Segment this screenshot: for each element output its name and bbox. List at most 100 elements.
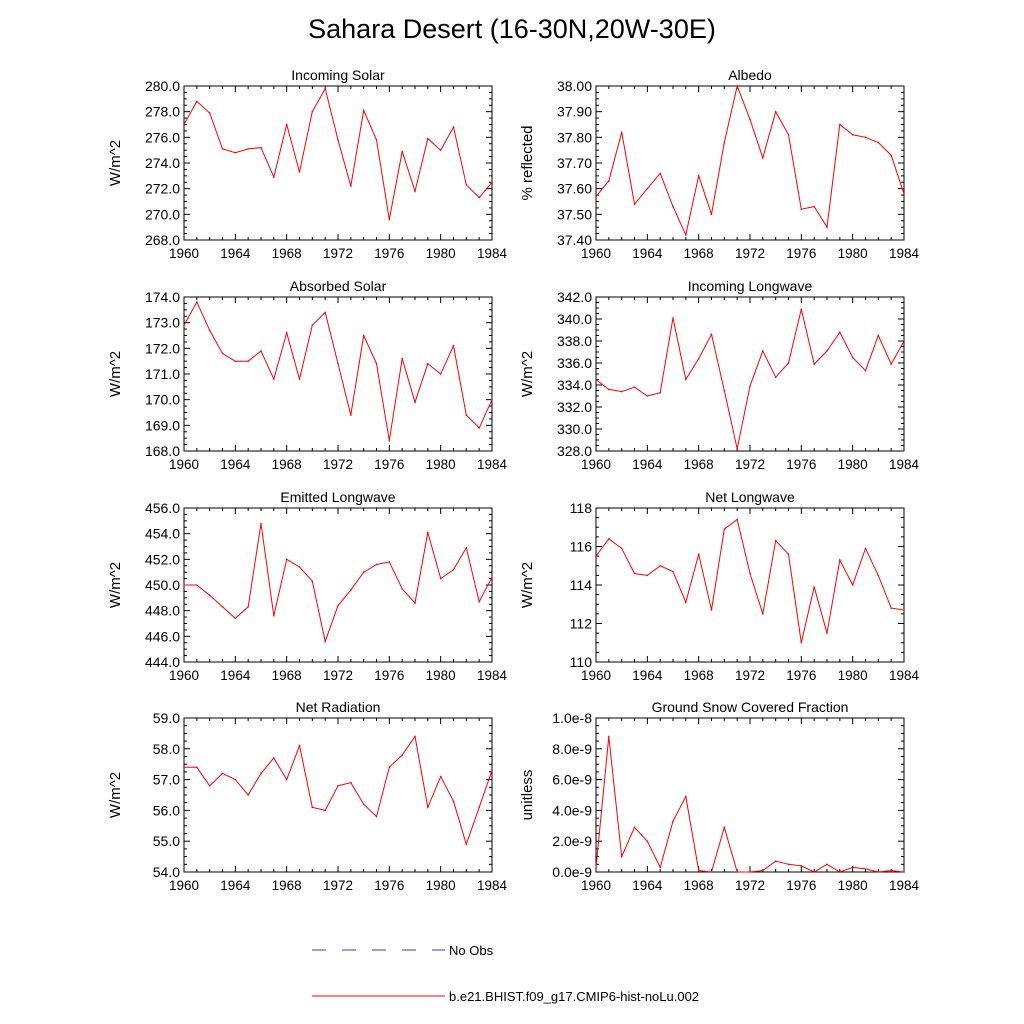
panel-incoming-longwave: Incoming Longwave W/m^2 1960 1964 1968 1972 19… [519, 278, 920, 472]
data-point [324, 87, 326, 90]
data-point [196, 100, 198, 103]
data-point [350, 185, 352, 187]
data-point [362, 571, 365, 573]
data-point [749, 871, 751, 873]
data-point [646, 840, 649, 842]
data-point [311, 324, 314, 327]
data-point [672, 317, 674, 319]
x-tick-label: 1972 [323, 878, 353, 893]
data-point [491, 398, 493, 401]
y-tick-label: 448.0 [145, 603, 180, 619]
y-tick-label: 6.0e-9 [552, 772, 592, 788]
panel-title: Incoming Longwave [688, 278, 813, 294]
data-point [196, 584, 198, 586]
y-axis-label: unitless [519, 770, 536, 821]
y-tick-label: 336.0 [557, 355, 592, 371]
data-point [697, 869, 700, 872]
x-tick-label: 1980 [426, 878, 456, 893]
data-point [234, 617, 237, 620]
y-tick-label: 37.60 [557, 181, 592, 197]
data-point [595, 378, 597, 381]
data-point [723, 141, 726, 144]
data-point [851, 133, 854, 136]
panel-ground-snow-covered-fraction: Ground Snow Covered Fraction unitless 1960… [519, 699, 920, 893]
y-tick-label: 118 [570, 500, 593, 516]
x-tick-label: 1984 [889, 878, 920, 893]
data-point [247, 606, 249, 608]
data-point [298, 744, 301, 747]
data-point [723, 389, 726, 392]
data-point [260, 350, 262, 352]
plot-frame [595, 717, 905, 873]
data-point [787, 863, 790, 866]
panel-title: Emitted Longwave [280, 489, 395, 505]
data-point [672, 820, 674, 822]
data-point [646, 187, 649, 190]
data-point [478, 196, 480, 199]
data-point [890, 363, 892, 365]
data-point [890, 869, 892, 872]
data-point [646, 574, 649, 577]
data-point [787, 362, 790, 364]
y-tick-label: 280.0 [145, 78, 180, 94]
data-point [659, 172, 661, 175]
x-tick-label: 1968 [272, 246, 302, 261]
data-point [208, 594, 211, 597]
x-tick-label: 1960 [169, 668, 199, 683]
data-point [208, 784, 211, 787]
data-point [273, 176, 275, 178]
data-point [633, 203, 636, 205]
y-tick-label: 454.0 [145, 526, 180, 542]
plot-frame [183, 85, 493, 241]
data-point [633, 386, 636, 389]
data-point [196, 301, 198, 303]
data-point [800, 208, 803, 210]
data-point [324, 311, 326, 314]
y-tick-label: 110 [570, 654, 593, 670]
data-point [298, 378, 301, 380]
data-point [491, 181, 493, 184]
data-point [324, 809, 326, 812]
data-point [697, 553, 700, 555]
data-point [608, 538, 610, 540]
data-point [414, 401, 416, 404]
data-point [620, 855, 623, 858]
x-tick-label: 1960 [581, 878, 611, 893]
data-point [723, 528, 726, 530]
x-tick-label: 1968 [684, 246, 714, 261]
data-point [685, 601, 687, 604]
data-point [864, 547, 867, 550]
y-tick-label: 452.0 [145, 551, 180, 567]
data-point [710, 213, 713, 216]
y-tick-label: 270.0 [145, 206, 180, 222]
plot-frame [183, 717, 493, 873]
x-tick-label: 1980 [838, 246, 868, 261]
data-point [903, 340, 905, 342]
data-point [465, 546, 468, 549]
panel-title: Absorbed Solar [290, 278, 387, 294]
data-point [491, 769, 493, 772]
y-tick-label: 330.0 [557, 421, 592, 437]
data-point [762, 157, 764, 159]
data-point [851, 866, 854, 869]
x-tick-label: 1964 [632, 457, 663, 472]
x-tick-label: 1960 [169, 246, 199, 261]
data-point [285, 778, 288, 781]
data-point [362, 334, 365, 337]
data-point [247, 148, 249, 150]
x-tick-label: 1976 [786, 668, 816, 683]
data-point [633, 572, 636, 575]
y-tick-label: 37.80 [557, 129, 592, 145]
data-point [736, 518, 738, 521]
plot-frame [183, 296, 493, 452]
y-tick-label: 0.0e-9 [552, 864, 592, 880]
y-tick-label: 8.0e-9 [552, 741, 592, 757]
data-point [452, 344, 455, 347]
plot-frame [595, 507, 905, 663]
data-point [221, 606, 224, 608]
x-tick-label: 1972 [735, 878, 765, 893]
data-point [608, 180, 610, 182]
x-tick-label: 1980 [838, 457, 868, 472]
data-point [826, 863, 828, 866]
data-point [465, 184, 468, 186]
